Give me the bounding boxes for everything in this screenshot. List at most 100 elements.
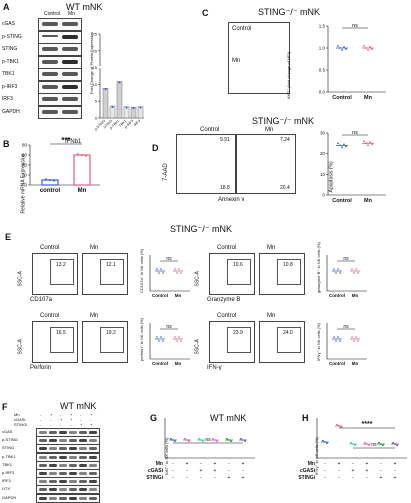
quad-d-control-lr: 18.8 [220,185,230,191]
point-e [355,336,357,338]
point-e [160,336,162,338]
ns-e: ns [166,256,172,262]
point-a [111,106,114,109]
blot-band [79,455,87,459]
blot-band [59,480,67,484]
flow-e-gate [50,259,74,285]
flow-e-marker-label: Perforin [30,365,52,371]
tick-label-a: 5 [95,99,98,104]
bar-a [123,106,130,119]
flow-e-gate [277,259,301,285]
blot-band [49,496,57,500]
point-c [365,47,367,49]
blot-band [79,439,87,443]
xtick-d: Control [332,198,352,204]
blot-band [89,496,97,500]
blot-f-row-label: IRF3 [2,478,11,484]
blot-band [39,480,47,484]
xtick-e: Mn [175,293,182,298]
quad-d-control-ur: 9.91 [220,137,230,143]
tick-label-d: 30 [320,131,326,136]
title-b: IFNb1 [65,139,82,145]
point-c [371,48,373,50]
blot-band [59,439,67,443]
bar-b [41,179,59,186]
title-c: STING⁻/⁻ mNK [258,7,321,17]
blot-band [69,447,77,451]
quad-d-mn-lr: 20.4 [280,185,290,191]
point-e [333,336,335,338]
blot-a-header-control: Control [44,11,61,17]
point-e [353,272,355,274]
flow-e-gate [100,327,124,353]
sign-g: - [228,461,230,467]
blot-band [39,463,47,467]
sign-g: - [186,468,188,474]
panel-label-e: E [5,232,12,242]
sign-g: - [186,475,188,481]
point-a [125,106,128,109]
axis-break-a [98,66,144,68]
blot-f-sign: - [40,412,42,417]
blot-band [62,22,78,26]
point-g [226,437,228,440]
xtick-a: p-STING [94,119,107,132]
blot-band [62,72,78,76]
ylabel-d-flow: 7-AAD [163,163,169,181]
tick-label-c: 1.0 [319,46,326,51]
blot-f-condition-label: cGASi [14,417,26,422]
blot-a-row-label: IRF3 [2,96,13,102]
blot-band [79,472,87,475]
sign-h: - [338,475,340,481]
flow-e-plot [82,321,128,363]
flow-e-ssc-label: SSC-A [17,271,24,287]
title-g: WT mNK [210,413,247,423]
ns-e: ns [343,256,349,262]
tick-label-d: 0 [322,193,325,198]
blot-band [89,439,97,443]
point-e [160,268,162,270]
sign-h: - [380,468,382,474]
flow-e-ylabel: IFNγ⁺ in NK cells (%) [316,323,321,361]
point-a [104,88,107,91]
point-b [77,153,79,156]
sign-h: + [380,475,383,481]
blot-a-row-label: GAPDH [2,108,20,115]
ns-e: ns [166,324,172,330]
point-c [337,45,339,47]
row-label-g: cGASi [148,468,164,474]
point-a [139,106,142,109]
sign-g: + [242,475,245,481]
ns-h: ns [371,442,377,448]
blot-band [89,472,97,475]
blot-band [39,496,47,500]
point-d [363,140,365,143]
point-a [132,107,135,110]
point-e [180,272,182,274]
ns-d: ns [352,130,358,136]
flow-e-marker-label: CD107a [30,297,53,303]
sign-h: - [352,475,354,481]
title-d: STING⁻/⁻ mNK [252,116,315,126]
blot-f-sign: + [50,412,53,417]
blot-band [69,463,77,467]
panel-label-a: A [3,2,10,12]
histogram-c [228,22,290,94]
blot-band [39,439,47,443]
point-h [350,441,352,444]
point-g [170,437,172,440]
sign-g: - [172,475,174,481]
blot-a-strip [38,80,82,94]
point-d [365,142,367,145]
blot-f-sign: - [60,412,62,417]
point-e [162,340,164,342]
flow-e-ylabel: granzyme B⁺ in NK cells (%) [316,242,321,293]
blot-f-sign: + [90,422,93,427]
sign-g: + [186,461,189,467]
point-g [216,440,218,443]
bar-a [137,106,144,119]
blot-a-row-label: STING [2,46,18,52]
sign-h: - [366,475,368,481]
title-f: WT mNK [60,401,97,411]
sign-g: + [228,475,231,481]
